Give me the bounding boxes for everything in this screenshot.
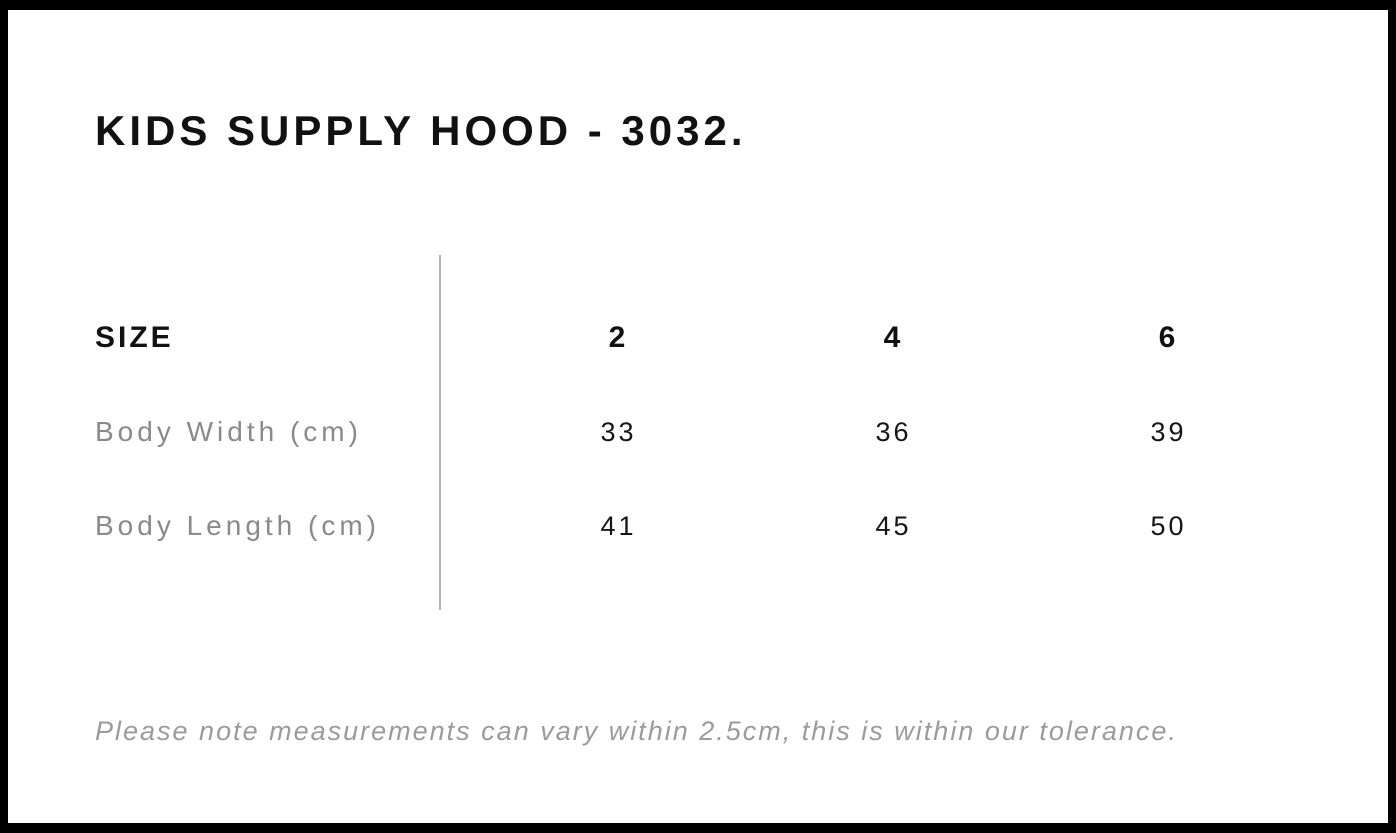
- row-label-body-width: Body Width (cm): [95, 416, 362, 447]
- size-table: SIZE 2 4 6 Body Width (cm) 33 36 39 Body…: [95, 291, 1306, 573]
- size-column-header: SIZE: [95, 321, 174, 354]
- body-length-size-2: 41: [600, 510, 637, 541]
- body-width-size-6: 39: [1150, 416, 1187, 447]
- body-width-size-2: 33: [600, 416, 637, 447]
- size-option-6: 6: [1158, 321, 1179, 354]
- tolerance-note: Please note measurements can vary within…: [95, 716, 1178, 746]
- page-title: KIDS SUPPLY HOOD - 3032.: [95, 107, 747, 154]
- body-length-size-4: 45: [875, 510, 912, 541]
- table-divider-line: [439, 255, 441, 610]
- size-option-4: 4: [883, 321, 904, 354]
- body-length-size-6: 50: [1150, 510, 1187, 541]
- body-width-size-4: 36: [875, 416, 912, 447]
- row-label-body-length: Body Length (cm): [95, 510, 380, 541]
- size-option-2: 2: [608, 321, 629, 354]
